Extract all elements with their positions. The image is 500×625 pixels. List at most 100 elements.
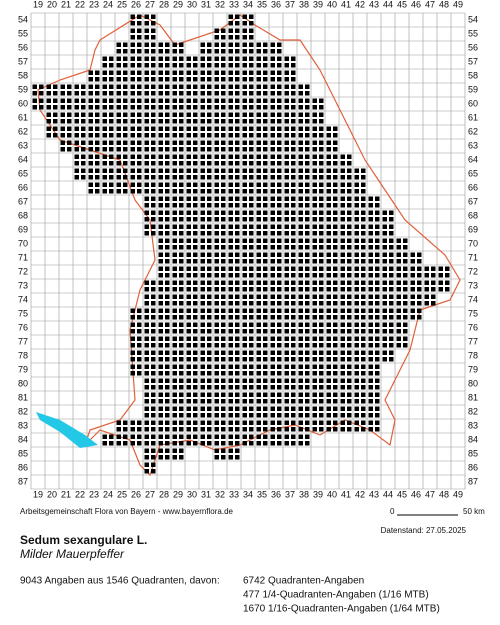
occurrence [284,126,289,131]
occurrence [319,294,324,299]
occurrence [165,371,170,376]
occurrence [172,336,177,341]
occurrence [242,84,247,89]
occurrence [214,294,219,299]
occurrence [340,217,345,222]
row-label: 59 [468,84,478,94]
occurrence [193,154,198,159]
occurrence [165,315,170,320]
occurrence [319,273,324,278]
occurrence [228,119,233,124]
occurrence [298,406,303,411]
occurrence [228,91,233,96]
occurrence [207,168,212,173]
occurrence [333,182,338,187]
occurrence [46,133,51,138]
occurrence [102,112,107,117]
occurrence [158,168,163,173]
occurrence [298,385,303,390]
occurrence [186,154,191,159]
occurrence [151,182,156,187]
occurrence [263,147,268,152]
occurrence [179,189,184,194]
row-label: 66 [468,182,478,192]
occurrence [249,378,254,383]
occurrence [39,105,44,110]
occurrence [88,182,93,187]
occurrence [158,210,163,215]
occurrence [207,70,212,75]
occurrence [158,308,163,313]
occurrence [305,133,310,138]
occurrence [270,420,275,425]
occurrence [326,182,331,187]
occurrence [151,322,156,327]
occurrence [249,105,254,110]
occurrence [249,196,254,201]
occurrence [116,189,121,194]
occurrence [305,406,310,411]
occurrence [389,357,394,362]
occurrence [368,210,373,215]
occurrence [172,399,177,404]
occurrence [368,245,373,250]
occurrence [242,70,247,75]
occurrence [291,343,296,348]
occurrence [214,140,219,145]
occurrence [221,434,226,439]
occurrence [151,63,156,68]
occurrence [137,42,142,47]
occurrence [277,301,282,306]
occurrence [291,91,296,96]
occurrence [242,322,247,327]
occurrence [333,266,338,271]
occurrence [172,175,177,180]
occurrence [319,329,324,334]
occurrence [256,231,261,236]
occurrence [277,259,282,264]
occurrence [109,91,114,96]
occurrence [312,259,317,264]
occurrence [249,385,254,390]
occurrence [102,441,107,446]
occurrence [263,42,268,47]
occurrence [221,70,226,75]
row-label: 85 [468,448,478,458]
occurrence [123,56,128,61]
occurrence [438,280,443,285]
occurrence [179,287,184,292]
occurrence [151,301,156,306]
occurrence [137,105,142,110]
occurrence [284,399,289,404]
column-label: 32 [215,0,225,9]
column-label: 28 [159,489,169,499]
occurrence [361,364,366,369]
occurrence [228,112,233,117]
occurrence [179,357,184,362]
occurrence [207,280,212,285]
occurrence [221,413,226,418]
occurrence [130,70,135,75]
occurrence [270,329,275,334]
occurrence [144,119,149,124]
occurrence [116,147,121,152]
occurrence [305,392,310,397]
occurrence [193,385,198,390]
occurrence [109,140,114,145]
occurrence [193,301,198,306]
row-label: 84 [468,434,478,444]
occurrence [319,119,324,124]
occurrence [137,154,142,159]
occurrence [298,343,303,348]
occurrence [193,182,198,187]
occurrence [277,266,282,271]
column-label: 40 [327,0,337,9]
occurrence [179,448,184,453]
occurrence [277,196,282,201]
occurrence [172,63,177,68]
occurrence [214,315,219,320]
occurrence [165,385,170,390]
occurrence [291,133,296,138]
occurrence [242,266,247,271]
occurrence [319,308,324,313]
